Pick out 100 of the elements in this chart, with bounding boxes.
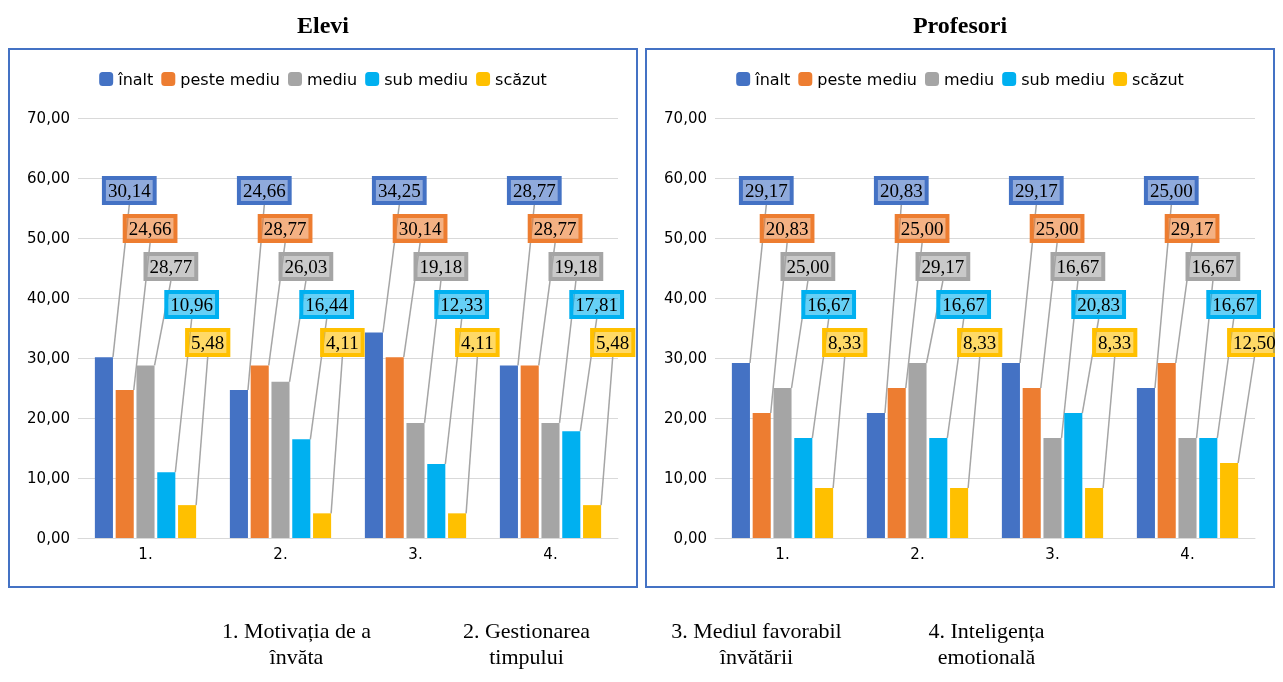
- legend-label: mediu: [307, 69, 358, 89]
- y-tick-label: 70,00: [664, 109, 707, 127]
- data-label: 28,77: [512, 180, 556, 201]
- x-tick-label: 3.: [408, 544, 423, 563]
- bar: [364, 332, 383, 538]
- bar: [1136, 388, 1155, 538]
- data-label: 4,11: [461, 332, 494, 353]
- bar: [1220, 463, 1239, 538]
- bar: [1064, 413, 1083, 538]
- text: 2. Gestionarea timpului: [461, 618, 592, 670]
- y-tick-label: 10,00: [664, 469, 707, 487]
- data-label: 25,00: [1149, 180, 1193, 201]
- bar: [313, 513, 332, 538]
- data-label: 25,00: [900, 218, 944, 239]
- x-tick-label: 3.: [1045, 544, 1060, 563]
- data-label: 5,48: [596, 332, 630, 353]
- bar: [866, 413, 885, 538]
- data-label: 29,17: [1170, 218, 1214, 239]
- bar: [752, 413, 771, 538]
- text: 3. Mediul favorabil învătării: [670, 618, 843, 670]
- data-label: 28,77: [149, 256, 193, 277]
- legend-label: scăzut: [495, 69, 547, 89]
- data-label: 5,48: [191, 332, 225, 353]
- bar: [562, 431, 581, 538]
- bar: [292, 439, 311, 538]
- data-label: 16,67: [1056, 256, 1100, 277]
- data-label: 25,00: [1035, 218, 1079, 239]
- bar: [1001, 362, 1020, 538]
- bar: [583, 505, 602, 538]
- data-label: 16,67: [1191, 256, 1235, 277]
- bar: [157, 472, 176, 538]
- data-label: 4,11: [326, 332, 359, 353]
- y-tick-label: 20,00: [27, 409, 70, 427]
- y-tick-label: 0,00: [673, 529, 707, 547]
- bar: [520, 365, 539, 538]
- data-label: 28,77: [263, 218, 307, 239]
- data-label: 29,17: [744, 180, 788, 201]
- data-label: 20,83: [879, 180, 923, 201]
- text: 1. Motivația de a învăta: [220, 618, 373, 670]
- legend-label: sub mediu: [384, 69, 469, 89]
- bar: [94, 357, 113, 538]
- data-label: 8,33: [1098, 332, 1132, 353]
- data-label: 29,17: [921, 256, 965, 277]
- legend-label: înalt: [754, 69, 791, 89]
- data-label: 16,67: [1212, 294, 1256, 315]
- legend-label: mediu: [944, 69, 995, 89]
- legend-label: peste mediu: [180, 69, 281, 89]
- x-tick-label: 2.: [273, 544, 288, 563]
- y-tick-label: 50,00: [664, 229, 707, 247]
- y-tick-label: 40,00: [27, 289, 70, 307]
- x-tick-label: 1.: [775, 544, 790, 563]
- data-label: 8,33: [963, 332, 997, 353]
- data-label: 12,33: [440, 294, 484, 315]
- chart-title: Profesori: [912, 12, 1008, 38]
- data-label: 30,14: [107, 180, 152, 201]
- y-tick-label: 70,00: [27, 109, 70, 127]
- bar: [250, 365, 269, 538]
- y-tick-label: 30,00: [664, 349, 707, 367]
- x-tick-label: 4.: [543, 544, 558, 563]
- x-tick-label: 4.: [1180, 544, 1195, 563]
- data-label: 25,00: [786, 256, 830, 277]
- bar: [929, 437, 948, 538]
- bar: [115, 390, 134, 538]
- data-label: 17,81: [575, 294, 619, 315]
- legend-label: peste mediu: [817, 69, 918, 89]
- data-label: 19,18: [554, 256, 598, 277]
- y-tick-label: 60,00: [664, 169, 707, 187]
- data-label: 12,50: [1233, 332, 1276, 353]
- bar: [815, 488, 834, 538]
- bar: [1085, 488, 1104, 538]
- data-label: 34,25: [377, 180, 421, 201]
- legend-label: scăzut: [1132, 69, 1184, 89]
- y-tick-label: 50,00: [27, 229, 70, 247]
- y-tick-label: 0,00: [36, 529, 70, 547]
- legend-label: înalt: [117, 69, 154, 89]
- legend-label: sub mediu: [1021, 69, 1106, 89]
- bar: [178, 505, 197, 538]
- data-label: 8,33: [828, 332, 862, 353]
- y-tick-label: 10,00: [27, 469, 70, 487]
- y-tick-label: 40,00: [664, 289, 707, 307]
- chart-title: Elevi: [297, 12, 350, 38]
- y-tick-label: 60,00: [27, 169, 70, 187]
- bar: [1022, 388, 1041, 538]
- data-label: 28,77: [533, 218, 577, 239]
- data-label: 19,18: [419, 256, 463, 277]
- data-label: 16,67: [942, 294, 986, 315]
- data-label: 16,67: [807, 294, 851, 315]
- data-label: 29,17: [1014, 180, 1058, 201]
- bar: [385, 357, 404, 538]
- text: 4. Inteligența emotională: [927, 618, 1046, 670]
- bar: [794, 437, 813, 538]
- bar: [1199, 437, 1218, 538]
- data-label: 10,96: [170, 294, 214, 315]
- data-label: 20,83: [1077, 294, 1121, 315]
- bar: [427, 464, 446, 538]
- data-label: 16,44: [305, 294, 349, 315]
- y-tick-label: 30,00: [27, 349, 70, 367]
- bar: [950, 488, 969, 538]
- data-label: 30,14: [398, 218, 442, 239]
- bar: [499, 365, 518, 538]
